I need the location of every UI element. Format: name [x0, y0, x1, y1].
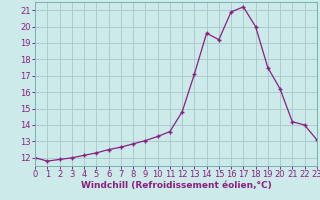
X-axis label: Windchill (Refroidissement éolien,°C): Windchill (Refroidissement éolien,°C)	[81, 181, 271, 190]
